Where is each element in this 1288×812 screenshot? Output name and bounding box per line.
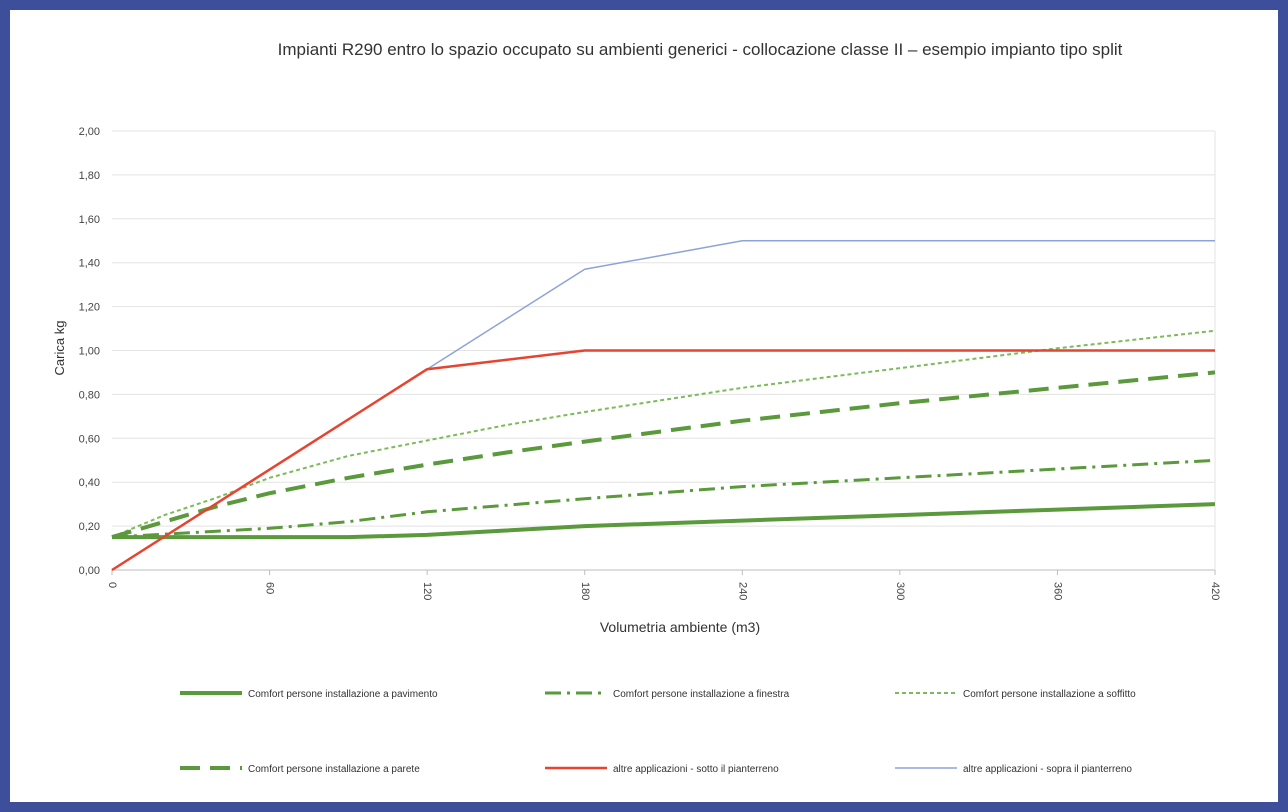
y-tick-label: 0,00 — [79, 565, 100, 577]
chart-title: Impianti R290 entro lo spazio occupato s… — [278, 40, 1123, 59]
legend-label: Comfort persone installazione a finestra — [613, 689, 790, 700]
x-tick-label: 420 — [1209, 582, 1221, 600]
y-tick-label: 0,80 — [79, 389, 100, 401]
legend-label: Comfort persone installazione a soffitto — [963, 689, 1136, 700]
y-tick-label: 1,40 — [79, 258, 100, 270]
y-tick-label: 0,40 — [79, 477, 100, 489]
x-tick-label: 300 — [894, 582, 906, 600]
x-tick-label: 240 — [736, 582, 748, 600]
grid — [111, 130, 1216, 575]
series-line-1 — [112, 502, 1216, 540]
series-lines — [111, 240, 1216, 572]
x-tick-label: 60 — [264, 582, 276, 594]
series-line-4 — [111, 370, 1216, 540]
x-axis-label: Volumetria ambiente (m3) — [600, 619, 760, 635]
y-tick-label: 1,60 — [79, 214, 100, 226]
x-tick-label: 120 — [421, 582, 433, 600]
legend-label: Comfort persone installazione a paviment… — [248, 689, 438, 700]
y-tick-label: 1,20 — [79, 302, 100, 314]
x-tick-label: 0 — [106, 582, 118, 588]
x-tick-labels: 0 60 120 180 240 300 360 420 — [106, 582, 1221, 600]
series-line-5 — [111, 349, 1215, 572]
y-axis-label: Carica kg — [52, 321, 67, 376]
y-tick-label: 2,00 — [79, 126, 100, 138]
x-tick-label: 180 — [579, 582, 591, 600]
legend-label: altre applicazioni - sopra il pianterren… — [963, 764, 1132, 775]
series-line-6 — [111, 240, 1215, 571]
series-line-3 — [111, 329, 1216, 539]
y-tick-label: 0,20 — [79, 521, 100, 533]
y-tick-label: 0,60 — [79, 433, 100, 445]
chart-frame — [10, 10, 1278, 802]
y-tick-label: 1,80 — [79, 170, 100, 182]
y-tick-labels: 0,00 0,20 0,40 0,60 0,80 1,00 1,20 1,40 1,60 1,80… — [79, 126, 100, 577]
legend-label: Comfort persone installazione a parete — [248, 764, 420, 775]
series-line-2 — [111, 458, 1216, 539]
x-tick-label: 360 — [1052, 582, 1064, 600]
legend: Comfort persone installazione a paviment… — [180, 689, 1136, 775]
legend-label: altre applicazioni - sotto il pianterren… — [613, 764, 779, 775]
y-tick-label: 1,00 — [79, 346, 100, 358]
